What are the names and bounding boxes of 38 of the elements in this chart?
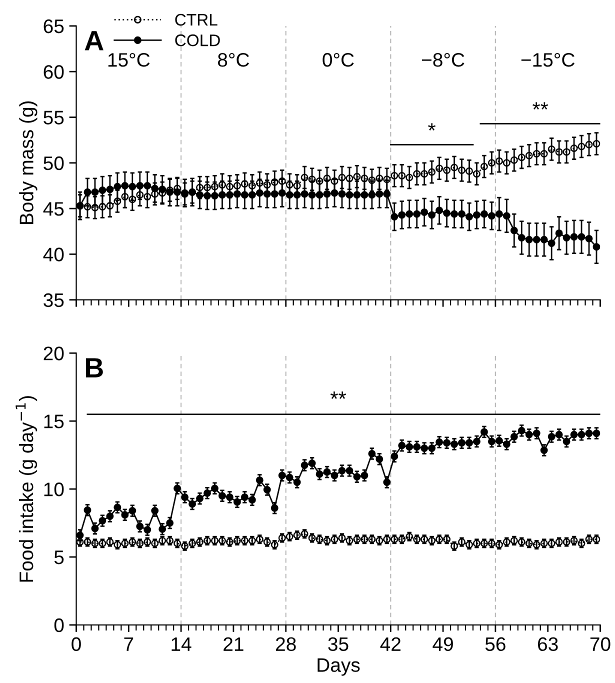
y-axis-title: Body mass (g) — [19, 101, 38, 224]
y-tick-label: 45 — [43, 202, 64, 216]
x-tick-label: 35 — [328, 637, 348, 652]
y-tick-label: 50 — [44, 156, 64, 170]
chart-title: B — [86, 358, 103, 378]
x-tick-label: 0 — [72, 637, 81, 652]
y-tick-label: 5 — [54, 550, 64, 564]
y-tick-label: 35 — [44, 293, 64, 308]
x-tick-label: 63 — [538, 637, 558, 652]
y-tick-label: 20 — [44, 346, 64, 360]
annotation: −15°C — [521, 53, 575, 67]
chart-title: A — [84, 31, 104, 50]
annotation: 0°C — [322, 53, 354, 67]
annotation: ** — [330, 392, 346, 399]
y-tick-label: 65 — [44, 19, 64, 34]
x-tick-label: 28 — [276, 637, 296, 652]
y-tick-label: 40 — [43, 248, 64, 262]
x-axis-title: Days — [318, 658, 360, 676]
y-tick-label: 60 — [44, 65, 64, 79]
x-tick-label: 42 — [380, 637, 400, 651]
x-tick-label: 14 — [172, 637, 192, 651]
y-tick-label: 10 — [44, 482, 64, 496]
x-tick-label: 49 — [432, 637, 453, 652]
x-tick-label: 56 — [485, 637, 506, 652]
x-tick-label: 7 — [124, 637, 134, 651]
annotation: * — [428, 123, 436, 131]
x-tick-label: 21 — [224, 637, 244, 651]
annotation: 15°C — [108, 53, 150, 67]
y-tick-label: 15 — [44, 414, 64, 428]
legend-label: CTRL — [175, 14, 218, 26]
x-tick-label: 70 — [590, 637, 610, 652]
y-tick-label: 0 — [54, 618, 64, 632]
legend-label: COLD — [175, 34, 220, 46]
annotation: −8°C — [422, 53, 464, 67]
y-axis-title: Food intake (g day$^{−1}$) — [16, 396, 38, 582]
y-tick-label: 55 — [44, 110, 64, 124]
annotation: 8°C — [218, 53, 250, 67]
annotation: ** — [532, 102, 548, 110]
